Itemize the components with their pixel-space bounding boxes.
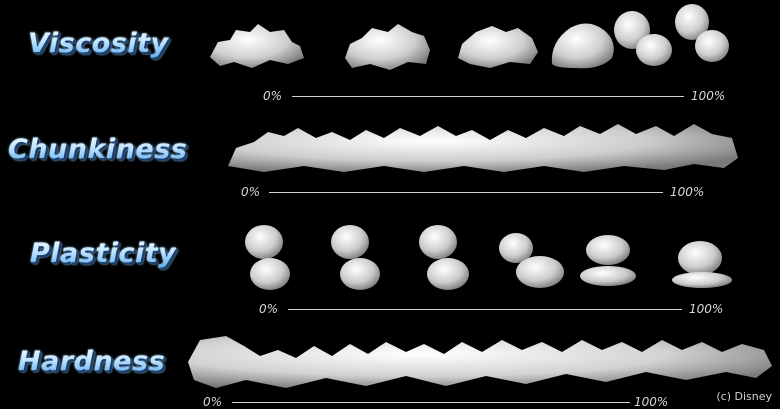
copyright-credit: (c) Disney <box>716 390 772 403</box>
chunkiness-axis-line <box>269 192 663 193</box>
plasticity-sample-5 <box>580 235 636 286</box>
hardness-axis-max-label: 100% <box>634 395 669 409</box>
hardness-title: Hardness <box>18 346 166 377</box>
plasticity-sample-4 <box>499 233 564 288</box>
viscosity-sample-2 <box>345 24 430 70</box>
chunkiness-axis-min-label: 0% <box>241 185 261 199</box>
chunkiness-sample-strip <box>228 124 738 172</box>
plasticity-sample-1 <box>245 225 290 290</box>
viscosity-sample-5 <box>614 11 672 66</box>
plasticity-sample-2 <box>331 225 380 290</box>
viscosity-axis-min-label: 0% <box>263 89 283 103</box>
chunkiness-samples <box>228 124 738 172</box>
plasticity-samples <box>245 225 732 290</box>
plasticity-axis-min-label: 0% <box>259 302 279 316</box>
viscosity-sample-1 <box>210 24 304 68</box>
plasticity-axis-max-label: 100% <box>689 302 724 316</box>
chunkiness-title: Chunkiness <box>8 134 188 165</box>
viscosity-axis-max-label: 100% <box>691 89 726 103</box>
hardness-axis-line <box>232 402 630 403</box>
viscosity-sample-4 <box>551 23 614 69</box>
viscosity-samples <box>210 4 729 70</box>
plasticity-sample-3 <box>419 225 469 290</box>
viscosity-sample-6 <box>675 4 729 62</box>
hardness-samples <box>188 336 772 388</box>
viscosity-title: Viscosity <box>28 28 169 59</box>
hardness-axis-min-label: 0% <box>203 395 223 409</box>
chunkiness-axis-max-label: 100% <box>670 185 705 199</box>
viscosity-sample-3 <box>458 26 538 68</box>
plasticity-axis-line <box>288 309 682 310</box>
viscosity-axis-line <box>292 96 684 97</box>
hardness-sample-strip <box>188 336 772 388</box>
plasticity-title: Plasticity <box>30 238 177 269</box>
plasticity-sample-6 <box>672 241 732 288</box>
